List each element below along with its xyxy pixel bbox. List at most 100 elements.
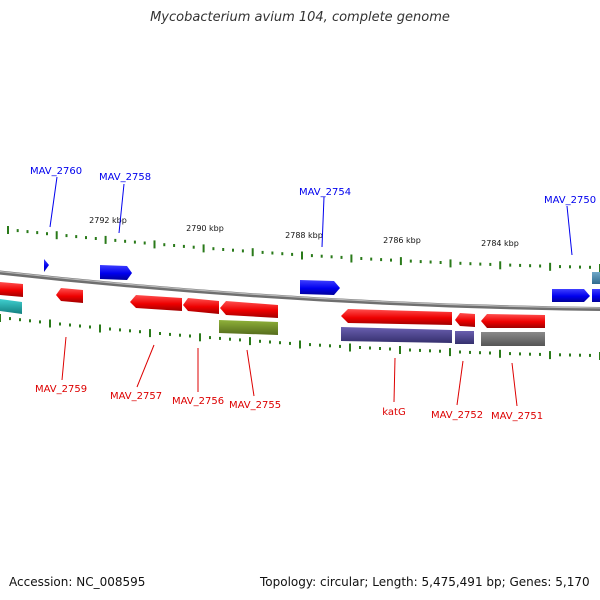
upper-minor-tick	[65, 234, 68, 238]
upper-major-tick	[449, 259, 452, 268]
lower-minor-tick	[369, 346, 371, 350]
lower-major-tick	[0, 314, 1, 322]
upper-ruler-track: 2792 kbp 2790 kbp 2788 kbp 2786 kbp 2784…	[7, 216, 600, 272]
upper-minor-tick	[559, 265, 561, 269]
lower-minor-tick	[589, 353, 591, 357]
upper-minor-tick	[380, 258, 383, 262]
upper-minor-tick	[26, 230, 29, 234]
reverse-cds-mav-2759[interactable]	[56, 288, 83, 303]
upper-minor-tick	[271, 251, 274, 255]
lower-minor-tick	[9, 317, 11, 321]
reverse-cds-katg[interactable]	[341, 309, 452, 325]
ruler-label-2786: 2786 kbp	[383, 236, 421, 245]
forward-cds-mav-2758[interactable]	[100, 265, 132, 280]
lower-minor-tick	[319, 343, 321, 347]
upper-minor-tick	[163, 243, 166, 247]
lower-minor-tick	[489, 351, 491, 355]
forward-cds-edge[interactable]	[592, 289, 600, 302]
gene-label-mav-2757[interactable]: MAV_2757	[110, 391, 162, 402]
upper-minor-tick	[291, 252, 294, 256]
lower-major-tick	[449, 348, 451, 357]
lower-minor-tick	[419, 348, 421, 352]
label-leader-mav-2751	[511, 362, 518, 407]
upper-major-tick	[350, 254, 353, 263]
cog-block-gray	[481, 332, 545, 346]
upper-minor-tick	[46, 232, 48, 236]
upper-minor-tick	[330, 255, 333, 259]
upper-major-tick	[202, 244, 205, 253]
lower-minor-tick	[219, 336, 221, 340]
forward-cds-mav-2760[interactable]	[44, 259, 49, 272]
gene-label-mav-2758[interactable]: MAV_2758	[99, 172, 151, 183]
upper-minor-tick	[469, 262, 472, 266]
label-leader-mav-2754	[321, 196, 325, 248]
lower-minor-tick	[269, 340, 271, 344]
ruler-label-2788: 2788 kbp	[285, 231, 323, 240]
lower-minor-tick	[469, 350, 471, 354]
gene-label-mav-2760[interactable]: MAV_2760	[30, 166, 82, 177]
lower-minor-tick	[569, 353, 571, 357]
lower-minor-tick	[459, 350, 461, 354]
lower-minor-tick	[389, 347, 391, 351]
upper-minor-tick	[509, 263, 512, 267]
lower-minor-tick	[479, 351, 481, 355]
upper-minor-tick	[36, 231, 39, 235]
upper-minor-tick	[519, 263, 522, 267]
reverse-cds-mav-2757[interactable]	[130, 295, 182, 311]
forward-cds-track	[44, 259, 600, 302]
gene-label-mav-2756[interactable]: MAV_2756	[172, 396, 224, 407]
upper-minor-tick	[370, 257, 373, 261]
lower-minor-tick	[559, 353, 561, 357]
lower-minor-tick	[89, 325, 91, 329]
label-leader-mav-2760	[49, 176, 58, 228]
reverse-cds-mav-2751[interactable]	[481, 314, 545, 328]
forward-gene-labels: MAV_2760 MAV_2758 MAV_2754 MAV_2750	[30, 166, 596, 256]
lower-major-tick	[249, 337, 251, 346]
reverse-cds-mav-2756[interactable]	[183, 298, 219, 314]
gene-label-mav-2751[interactable]: MAV_2751	[491, 411, 543, 422]
gene-label-mav-2755[interactable]: MAV_2755	[229, 400, 281, 411]
lower-major-tick	[399, 346, 401, 354]
upper-minor-tick	[529, 264, 532, 268]
upper-minor-tick	[459, 261, 462, 265]
lower-minor-tick	[329, 344, 331, 348]
ruler-label-2792: 2792 kbp	[89, 216, 127, 225]
upper-minor-tick	[114, 238, 117, 242]
upper-minor-tick	[539, 264, 542, 268]
upper-minor-tick	[479, 262, 482, 266]
reverse-cds-track	[0, 282, 545, 328]
upper-major-tick	[499, 261, 502, 270]
ruler-label-2784: 2784 kbp	[481, 239, 519, 248]
reverse-cds-mav-2752[interactable]	[455, 313, 475, 327]
forward-cds-mav-2750[interactable]	[552, 289, 590, 302]
reverse-cds-edge[interactable]	[0, 282, 23, 297]
lower-minor-tick	[539, 352, 541, 356]
upper-minor-tick	[589, 265, 591, 269]
lower-minor-tick	[79, 324, 81, 328]
lower-minor-tick	[289, 341, 291, 345]
forward-cds-mav-2754[interactable]	[300, 280, 340, 295]
gene-label-mav-2750[interactable]: MAV_2750	[544, 195, 596, 206]
lower-minor-tick	[169, 332, 171, 336]
upper-major-tick	[549, 262, 552, 271]
label-leader-mav-2758	[118, 183, 125, 234]
lower-major-tick	[349, 343, 351, 352]
gene-label-mav-2759[interactable]: MAV_2759	[35, 384, 87, 395]
gene-label-mav-2752[interactable]: MAV_2752	[431, 410, 483, 421]
cog-block-purple-katg	[341, 327, 452, 343]
upper-minor-tick	[340, 255, 343, 259]
upper-minor-tick	[133, 240, 136, 244]
lower-minor-tick	[189, 334, 191, 338]
lower-minor-tick	[179, 333, 181, 337]
reverse-cds-mav-2755[interactable]	[220, 301, 278, 318]
upper-major-tick	[7, 226, 9, 234]
cog-block-olive	[219, 320, 278, 335]
lower-minor-tick	[139, 330, 141, 334]
lower-minor-tick	[159, 332, 161, 335]
cog-block-purple-2752	[455, 331, 474, 344]
gene-label-mav-2754[interactable]: MAV_2754	[299, 187, 351, 198]
gene-label-katg[interactable]: katG	[382, 407, 405, 418]
cog-block-cyan	[0, 299, 22, 314]
